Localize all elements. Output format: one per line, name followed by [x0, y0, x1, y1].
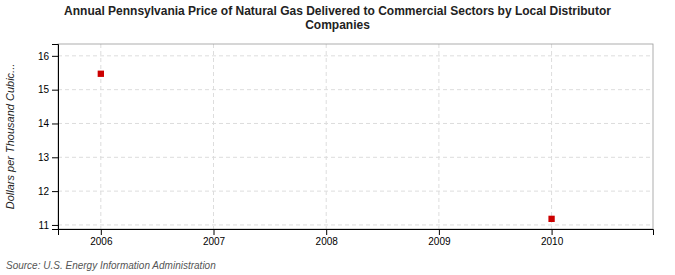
tick-label: 15 — [38, 84, 50, 95]
tick-mark — [52, 56, 58, 57]
tick-mark — [326, 229, 327, 235]
tick-mark — [52, 191, 58, 192]
tick: 11 — [39, 220, 58, 231]
y-axis-label: Dollars per Thousand Cubic... — [4, 64, 16, 210]
tick-mark — [52, 225, 58, 226]
grid-line-y — [58, 157, 653, 158]
points — [98, 71, 555, 222]
tick: 12 — [38, 186, 58, 197]
tick-mark — [552, 229, 553, 235]
grid-line-y — [58, 89, 653, 90]
tick-label: 2009 — [428, 236, 451, 247]
tick-mark — [439, 229, 440, 235]
plot-frame — [58, 44, 653, 229]
grid-line-y — [58, 55, 653, 56]
tick-mark — [214, 229, 215, 235]
tick-label: 2010 — [541, 236, 564, 247]
tick: 2007 — [203, 229, 226, 247]
tick: 2009 — [428, 229, 451, 247]
plot: 2006 2007 2008 2009 2010 11 12 13 14 15 16 — [38, 44, 654, 247]
grid-line-y — [58, 191, 653, 192]
grid-line-x — [438, 44, 439, 229]
grid-line-y — [58, 123, 653, 124]
grid-line-y — [58, 224, 653, 225]
annotation: Source: U.S. Energy Information Administ… — [6, 260, 216, 271]
point — [98, 71, 104, 77]
tick: 14 — [38, 118, 58, 129]
axis-line — [52, 45, 59, 230]
grid-line-x — [551, 44, 552, 229]
title-line: Companies — [305, 18, 370, 32]
tick-label: 14 — [38, 118, 50, 129]
grid — [58, 44, 653, 229]
chart: Annual Pennsylvania Price of Natural Gas… — [0, 0, 675, 275]
grid-line-x — [326, 44, 327, 229]
tick-mark — [101, 229, 102, 235]
tick: 15 — [38, 84, 58, 95]
title: Annual Pennsylvania Price of Natural Gas… — [64, 4, 611, 32]
tick-label: 16 — [38, 51, 50, 62]
tick: 16 — [38, 51, 58, 62]
tick: 2006 — [90, 229, 113, 247]
axis-line — [59, 230, 654, 236]
tick: 2010 — [541, 229, 564, 247]
tick-mark — [52, 90, 58, 91]
point — [548, 216, 554, 222]
grid-line-x — [213, 44, 214, 229]
y-axis: 11 12 13 14 15 16 — [38, 45, 59, 231]
tick-mark — [52, 123, 58, 124]
tick: 2008 — [316, 229, 339, 247]
tick-label: 2007 — [203, 236, 226, 247]
tick: 13 — [38, 152, 58, 163]
tick-label: 2006 — [90, 236, 113, 247]
tick-label: 11 — [39, 220, 50, 231]
tick-label: 13 — [38, 152, 50, 163]
tick-label: 2008 — [316, 236, 339, 247]
title-line: Annual Pennsylvania Price of Natural Gas… — [64, 4, 611, 18]
x-axis: 2006 2007 2008 2009 2010 — [59, 229, 654, 247]
tick-label: 12 — [38, 186, 50, 197]
tick-mark — [52, 157, 58, 158]
